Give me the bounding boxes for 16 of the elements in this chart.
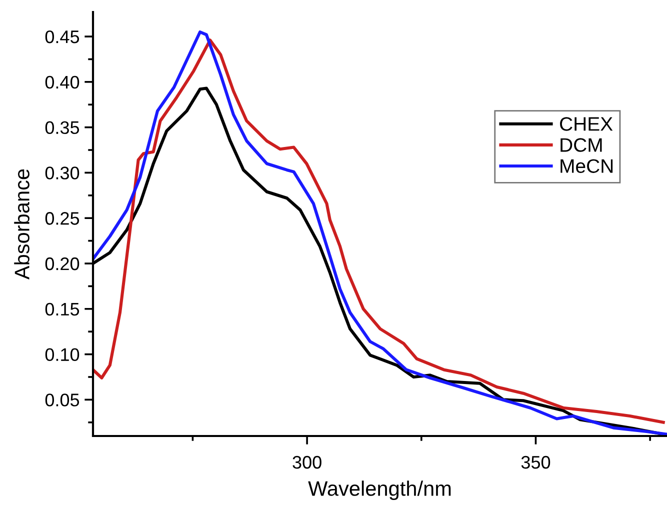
legend-label: DCM — [560, 138, 602, 152]
y-tick-label: 0.35 — [45, 121, 80, 134]
x-tick-label: 300 — [292, 456, 322, 469]
y-tick-label: 0.05 — [45, 394, 80, 406]
y-tick-label: 0.25 — [45, 212, 80, 225]
y-tick-label: 0.15 — [45, 302, 80, 316]
x-tick-label: 350 — [521, 456, 550, 469]
y-axis-title: Absorbance — [14, 169, 30, 280]
legend-label: MeCN — [560, 159, 613, 173]
y-tick-label: 0.40 — [45, 76, 80, 89]
y-tick-label: 0.30 — [45, 166, 80, 180]
x-axis-title: Wavelength/nm — [308, 480, 451, 500]
legend-label: CHEX — [560, 117, 613, 131]
y-tick-label: 0.20 — [45, 257, 80, 270]
y-tick-label: 0.45 — [45, 30, 80, 44]
y-tick-label: 0.10 — [45, 348, 80, 362]
